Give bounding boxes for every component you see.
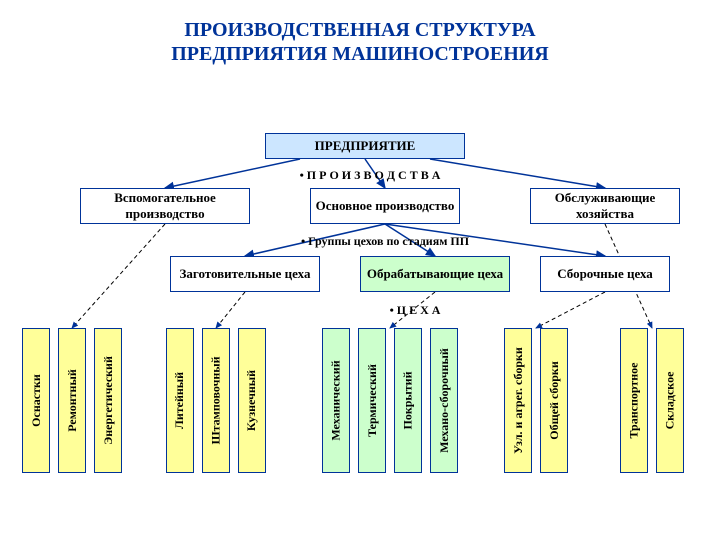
workshop-label: Покрытий <box>401 371 416 429</box>
level2-box-2: Обслуживающие хозяйства <box>530 188 680 224</box>
level-label-productions: • П Р О И З В О Д С Т В А <box>270 168 470 183</box>
workshop-column: Механический <box>322 328 350 473</box>
level-label-workshops: • Ц Е Х А <box>360 303 470 318</box>
workshop-label: Термический <box>365 364 380 437</box>
workshop-column: Оснастки <box>22 328 50 473</box>
workshop-column: Складское <box>656 328 684 473</box>
workshop-label: Ремонтный <box>65 369 80 432</box>
workshop-column: Механо-сборочный <box>430 328 458 473</box>
level3-box-2: Сборочные цеха <box>540 256 670 292</box>
root-box: ПРЕДПРИЯТИЕ <box>265 133 465 159</box>
workshop-label: Механический <box>329 360 344 440</box>
level3-box-1: Обрабатывающие цеха <box>360 256 510 292</box>
diagram-title: ПРОИЗВОДСТВЕННАЯ СТРУКТУРА ПРЕДПРИЯТИЯ М… <box>0 18 720 66</box>
workshop-label: Энергетический <box>101 356 116 445</box>
workshop-label: Оснастки <box>29 374 44 427</box>
workshop-column: Штамповочный <box>202 328 230 473</box>
dashed-arrow <box>536 292 605 328</box>
workshop-label: Складское <box>663 372 678 430</box>
workshop-label: Общей сборки <box>547 361 562 440</box>
workshop-label: Литейный <box>173 372 188 429</box>
workshop-column: Литейный <box>166 328 194 473</box>
title-line-1: ПРОИЗВОДСТВЕННАЯ СТРУКТУРА <box>184 19 535 41</box>
dashed-arrow <box>216 292 245 328</box>
level2-box-1: Основное производство <box>310 188 460 224</box>
workshop-column: Термический <box>358 328 386 473</box>
dashed-arrow <box>72 224 165 328</box>
workshop-column: Узл. и агрег. сборки <box>504 328 532 473</box>
workshop-label: Кузнечный <box>245 370 260 431</box>
workshop-label: Механо-сборочный <box>437 348 452 453</box>
workshop-label: Транспортное <box>627 362 642 438</box>
workshop-column: Транспортное <box>620 328 648 473</box>
workshop-column: Кузнечный <box>238 328 266 473</box>
workshop-column: Общей сборки <box>540 328 568 473</box>
workshop-column: Покрытий <box>394 328 422 473</box>
workshop-column: Энергетический <box>94 328 122 473</box>
workshop-label: Узл. и агрег. сборки <box>511 347 526 454</box>
title-line-2: ПРЕДПРИЯТИЯ МАШИНОСТРОЕНИЯ <box>171 43 549 65</box>
level2-box-0: Вспомогательное производство <box>80 188 250 224</box>
level3-box-0: Заготовительные цеха <box>170 256 320 292</box>
workshop-column: Ремонтный <box>58 328 86 473</box>
workshop-label: Штамповочный <box>209 356 224 444</box>
level-label-groups: • Группы цехов по стадиям ПП <box>270 234 500 249</box>
